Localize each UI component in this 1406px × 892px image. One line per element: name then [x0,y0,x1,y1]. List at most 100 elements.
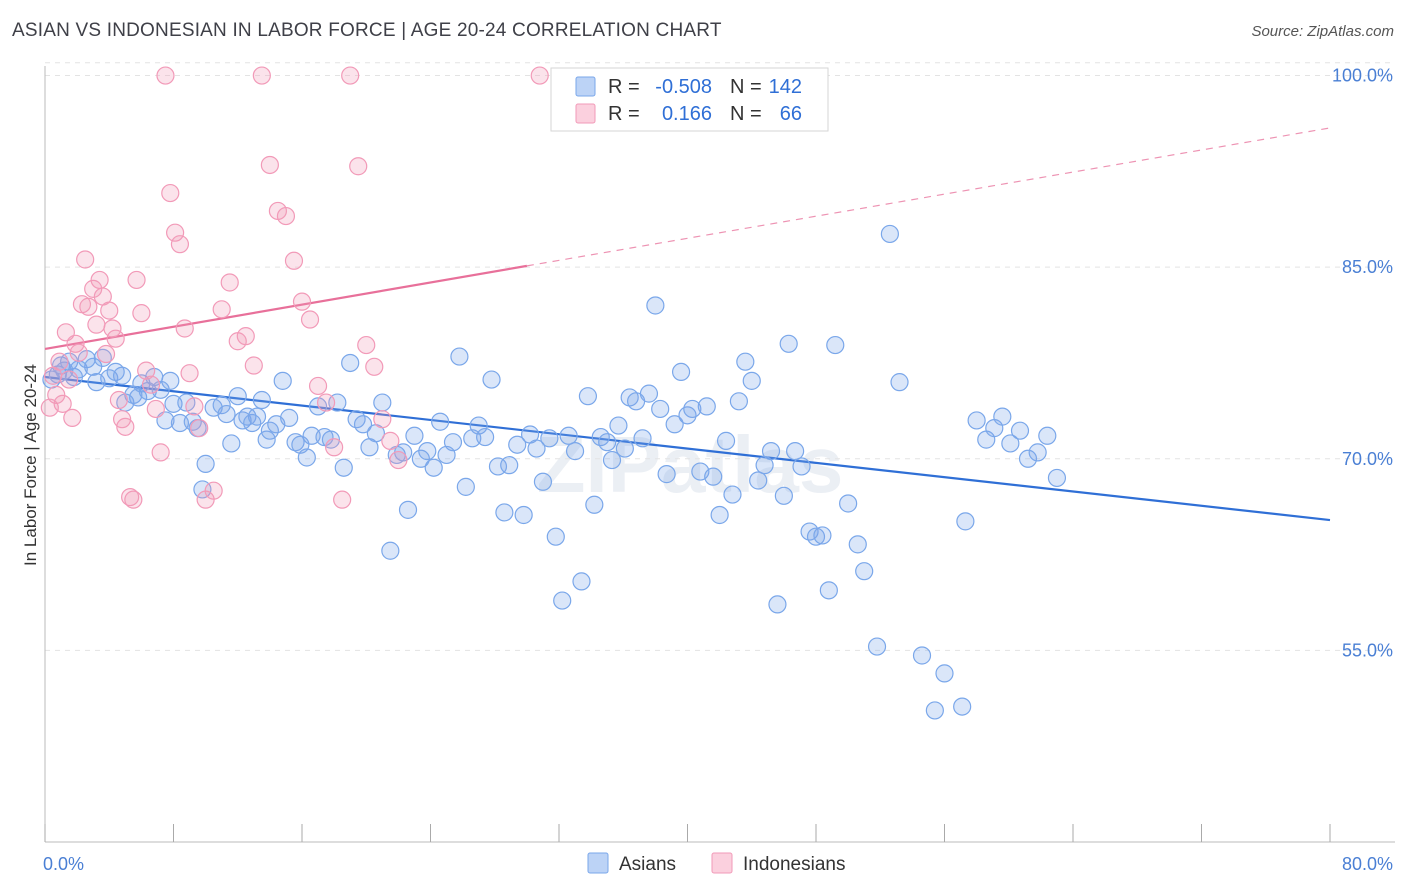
indonesian-point [325,438,344,457]
points-layer [40,66,1067,720]
asian-point [639,384,659,403]
indonesian-point [146,399,165,419]
y-tick-label: 70.0% [1342,449,1393,469]
indonesian-point [276,206,296,226]
source-label: Source: ZipAtlas.com [1251,23,1394,40]
asian-point [786,442,805,461]
indonesian-point [530,66,549,85]
indonesian-point [292,292,312,311]
trend-layer [44,127,1331,522]
indonesian-point [190,419,209,438]
asian-point [273,371,292,390]
asian-point [953,697,972,716]
indonesian-point [87,315,106,334]
asian-point [482,370,501,389]
legend-r-label-2: R = [608,103,640,125]
asian-point [559,426,578,445]
indonesian-point [50,352,69,371]
indonesian-point [106,329,125,348]
asian-point [749,471,768,490]
y-tick-label: 55.0% [1342,640,1393,660]
y-tick-label: 85.0% [1342,257,1393,277]
indonesian-point [316,393,336,412]
asian-point [456,477,475,496]
indonesian-point [141,375,161,394]
indonesian-point [300,310,320,329]
indonesian-point [100,301,119,320]
x-tick-label: 80.0% [1342,854,1393,874]
indonesian-point [244,356,263,375]
y-axis-title: In Labor Force | Age 20-24 [21,364,40,566]
asian-point [228,387,247,406]
correlation-legend: R = -0.508 N = 142 R = 0.166 N = 66 [550,67,829,132]
indonesian-point [151,443,170,462]
asian-point [697,397,716,416]
legend-n-value-2: 66 [780,103,802,125]
asian-point [602,450,622,470]
series-legend-swatch-indonesians [711,852,733,874]
asian-point [217,404,236,424]
indonesian-point [166,223,185,242]
asian-point [418,442,437,461]
asian-point [286,433,305,452]
asian-point [55,361,74,380]
asian-point [443,433,463,452]
indonesian-point [90,270,109,290]
asian-point [819,581,838,600]
indonesian-point [185,397,204,416]
asian-point [1010,421,1030,440]
asian-point [768,595,787,614]
asian-point [704,467,723,486]
asian-point [665,415,684,434]
indonesian-point [381,431,400,450]
indonesian-point [220,273,239,292]
asian-point [716,431,736,450]
asian-trend-line [44,375,1331,522]
indonesian-point [236,327,255,346]
axis-layer: 55.0% 70.0% 85.0% 100.0% 0.0% 80.0% [43,66,1395,874]
asian-point [598,433,617,452]
series-legend-swatch-asians [587,852,609,874]
indonesian-point [109,390,128,410]
asian-point [729,392,749,411]
asian-point [839,494,858,513]
asian-point [565,442,585,461]
asian-point [527,439,546,458]
indonesian-point [389,450,408,470]
asian-point [514,505,533,525]
asian-point [806,527,826,546]
asian-point [774,486,793,505]
asian-point [826,335,845,355]
indonesian-point [212,300,231,319]
indonesian-point [156,66,175,85]
asian-point [341,353,360,373]
legend-swatch-indonesians [575,103,596,124]
indonesian-point [76,250,95,269]
indonesian-point [365,357,384,376]
asian-point [779,334,798,353]
legend-n-label-1: N = [730,76,762,98]
asian-point [585,495,604,514]
asian-point [161,371,180,390]
asian-point [1018,449,1038,468]
grid-layer [45,62,1395,651]
asian-point [633,429,652,448]
asian-point [540,429,559,448]
indonesian-point [127,270,146,290]
asian-point [683,399,702,419]
indonesian-point [69,343,88,362]
asian-point [848,535,867,554]
asian-point [1028,443,1047,462]
asian-point [855,562,874,581]
indonesian-point [175,319,194,338]
asian-point [578,387,598,406]
legend-r-value-2: 0.166 [662,103,712,125]
asian-point [469,416,488,435]
asian-point [553,591,572,610]
asian-point [609,416,628,435]
indonesian-point [103,319,122,338]
asian-point [424,458,443,477]
legend-swatch-asians [575,76,596,97]
asian-point [500,456,519,475]
